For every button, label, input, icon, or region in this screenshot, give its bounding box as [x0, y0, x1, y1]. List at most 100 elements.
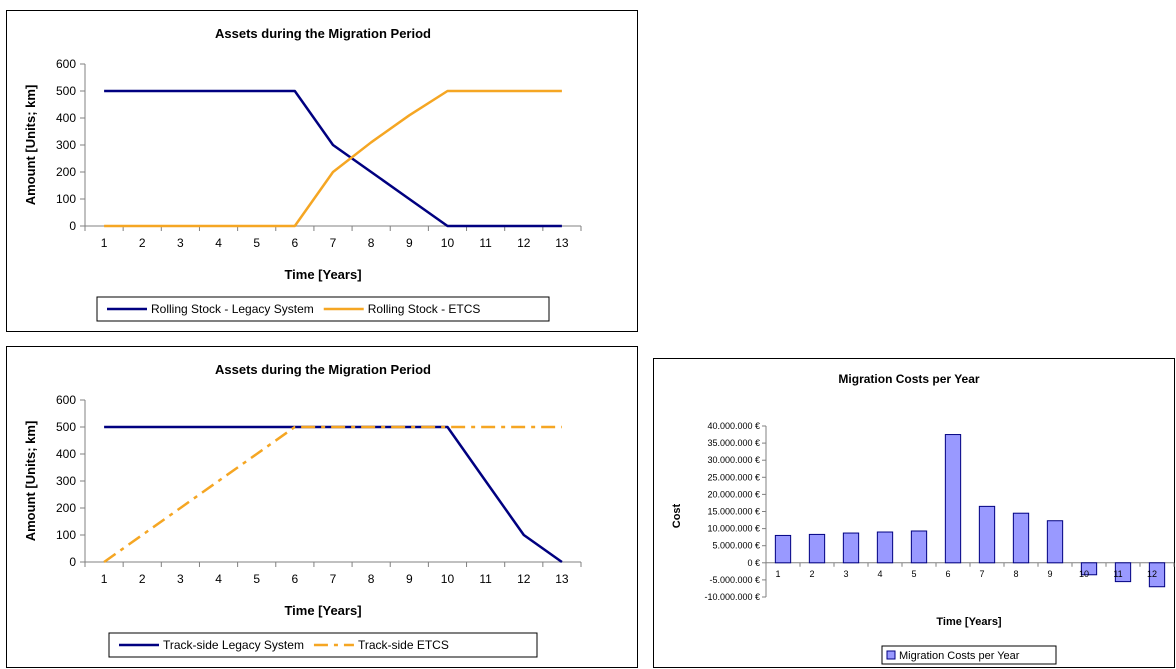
- y-tick-label: 35.000.000 €: [707, 438, 760, 448]
- x-tick-label: 11: [1113, 569, 1122, 579]
- bar-10: [1080, 562, 1098, 576]
- x-tick-label: 11: [479, 572, 492, 586]
- x-axis-label: Time [Years]: [284, 603, 361, 618]
- series-line-1: [103, 425, 562, 564]
- bar-7: [978, 505, 996, 564]
- y-tick-label: 600: [56, 393, 76, 407]
- y-tick-label: 0: [69, 555, 76, 569]
- legend-box: [881, 645, 1057, 665]
- y-tick-label: 100: [56, 192, 76, 206]
- series-line-0: [104, 425, 563, 564]
- x-tick-label: 3: [177, 236, 184, 250]
- x-tick-label: 8: [1013, 569, 1018, 579]
- legend-label-0: Rolling Stock - Legacy System: [151, 302, 314, 316]
- legend-label-0: Track-side Legacy System: [163, 638, 304, 652]
- bar-12: [1148, 562, 1166, 588]
- series-line-0: [104, 89, 562, 228]
- x-tick-label: 10: [1079, 569, 1089, 579]
- migration-costs-chart: Migration Costs per Year -10.000.000 € -5.…: [671, 372, 1175, 665]
- bar-5: [910, 530, 928, 564]
- y-tick-label: 400: [56, 111, 76, 125]
- x-tick-label: 6: [292, 236, 299, 250]
- y-tick-label: -5.000.000 €: [709, 575, 760, 585]
- rolling-stock-chart-panel: Assets during the Migration Period 0 100 20…: [6, 10, 638, 332]
- series-line-1: [104, 89, 562, 228]
- x-tick-label: 5: [253, 572, 260, 586]
- legend-label-1: Rolling Stock - ETCS: [368, 302, 481, 316]
- y-tick-label: 15.000.000 €: [707, 507, 760, 517]
- y-tick-label: 25.000.000 €: [707, 472, 760, 482]
- x-tick-label: 1: [775, 569, 780, 579]
- y-tick-label: 5.000.000 €: [712, 541, 760, 551]
- y-tick-label: 600: [56, 57, 76, 71]
- y-tick-label: 200: [56, 165, 76, 179]
- x-tick-label: 4: [877, 569, 882, 579]
- y-tick-label: 40.000.000 €: [707, 421, 760, 431]
- x-tick-label: 3: [177, 572, 184, 586]
- x-tick-label: 8: [368, 572, 375, 586]
- x-tick-label: 1: [101, 236, 108, 250]
- x-tick-label: 2: [809, 569, 814, 579]
- y-tick-label: -10.000.000 €: [704, 592, 760, 602]
- rolling-stock-chart: Assets during the Migration Period 0 100 20…: [23, 26, 582, 322]
- bar-4: [876, 531, 894, 564]
- x-tick-label: 9: [406, 572, 413, 586]
- x-tick-label: 7: [979, 569, 984, 579]
- legend-box: [96, 296, 550, 322]
- bar-6: [944, 434, 962, 564]
- x-tick-label: 7: [330, 572, 337, 586]
- x-tick-label: 1: [101, 572, 108, 586]
- y-tick-label: 200: [56, 501, 76, 515]
- y-tick-label: 500: [56, 84, 76, 98]
- y-tick-label: 300: [56, 138, 76, 152]
- bar-9: [1046, 520, 1064, 564]
- x-tick-label: 5: [911, 569, 916, 579]
- y-axis-label: Amount [Units; km]: [23, 421, 38, 542]
- bar-3: [842, 532, 860, 564]
- x-tick-label: 6: [292, 572, 299, 586]
- y-tick-label: 20.000.000 €: [707, 489, 760, 499]
- bar-11: [1114, 562, 1132, 583]
- y-axis-label: Amount [Units; km]: [23, 85, 38, 206]
- y-axis-label: Cost: [671, 503, 683, 528]
- x-tick-label: 13: [555, 236, 569, 250]
- y-tick-label: 300: [56, 474, 76, 488]
- x-tick-label: 5: [253, 236, 260, 250]
- x-tick-label: 8: [368, 236, 375, 250]
- x-tick-label: 4: [215, 236, 222, 250]
- x-tick-label: 7: [330, 236, 337, 250]
- y-tick-label: 0: [69, 219, 76, 233]
- x-tick-label: 10: [441, 572, 455, 586]
- x-tick-label: 9: [1047, 569, 1052, 579]
- chart-title: Migration Costs per Year: [838, 372, 979, 386]
- y-tick-label: 0 €: [747, 558, 760, 568]
- legend-label-0: Migration Costs per Year: [899, 650, 1020, 662]
- x-tick-label: 10: [441, 236, 455, 250]
- bar-8: [1012, 512, 1030, 564]
- x-tick-label: 3: [843, 569, 848, 579]
- x-tick-label: 4: [215, 572, 222, 586]
- y-tick-label: 100: [56, 528, 76, 542]
- chart-title: Assets during the Migration Period: [215, 26, 431, 41]
- legend-swatch-0: [886, 650, 896, 660]
- track-side-chart-panel: Assets during the Migration Period 0 100 20…: [6, 346, 638, 668]
- x-tick-label: 2: [139, 236, 146, 250]
- chart-title: Assets during the Migration Period: [215, 362, 431, 377]
- bar-1: [774, 534, 792, 564]
- x-tick-label: 11: [479, 236, 492, 250]
- y-tick-label: 500: [56, 420, 76, 434]
- migration-costs-chart-panel: Migration Costs per Year -10.000.000 € -5.…: [653, 358, 1175, 668]
- legend-label-1: Track-side ETCS: [358, 638, 449, 652]
- x-tick-label: 13: [555, 572, 569, 586]
- y-tick-label: 30.000.000 €: [707, 455, 760, 465]
- x-tick-label: 12: [517, 572, 531, 586]
- x-axis-label: Time [Years]: [284, 267, 361, 282]
- track-side-chart: Assets during the Migration Period 0 100 20…: [23, 362, 582, 658]
- x-tick-label: 6: [945, 569, 950, 579]
- x-tick-label: 12: [517, 236, 531, 250]
- y-tick-label: 10.000.000 €: [707, 524, 760, 534]
- x-tick-label: 12: [1147, 569, 1157, 579]
- bar-2: [808, 533, 826, 564]
- x-tick-label: 2: [139, 572, 146, 586]
- x-tick-label: 9: [406, 236, 413, 250]
